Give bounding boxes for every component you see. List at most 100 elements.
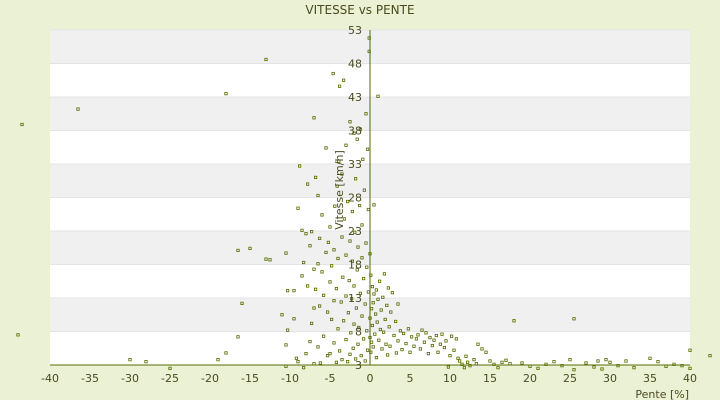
data-point <box>328 352 332 356</box>
data-point <box>355 268 359 272</box>
data-point <box>294 356 299 360</box>
data-point <box>312 116 316 120</box>
data-point <box>356 342 360 346</box>
y-tick-label: 23 <box>348 225 362 238</box>
data-point <box>418 347 423 351</box>
data-point <box>317 236 322 240</box>
data-point <box>380 347 384 351</box>
data-point <box>224 351 228 355</box>
data-point <box>372 292 376 296</box>
data-point <box>353 357 358 361</box>
data-point <box>236 335 240 339</box>
data-point <box>390 291 395 295</box>
data-point <box>374 356 379 360</box>
data-point <box>446 365 451 369</box>
data-point <box>348 120 352 124</box>
data-point <box>337 84 342 88</box>
data-point <box>168 366 172 370</box>
data-point <box>361 276 366 281</box>
data-point <box>301 260 306 265</box>
data-point <box>371 345 375 349</box>
data-point <box>536 366 540 370</box>
data-point <box>406 327 411 331</box>
data-point <box>360 256 364 260</box>
data-point <box>350 259 355 263</box>
data-point <box>342 217 347 221</box>
data-point <box>128 358 132 362</box>
data-point <box>144 360 148 364</box>
data-point <box>371 301 375 305</box>
data-point <box>400 347 404 352</box>
data-point <box>568 358 572 362</box>
data-point <box>624 359 628 363</box>
y-tick-label: 43 <box>348 91 362 104</box>
data-point <box>472 358 476 362</box>
y-tick-label: 18 <box>348 259 362 272</box>
data-point <box>584 361 588 365</box>
data-point <box>430 343 435 348</box>
data-point <box>248 246 252 251</box>
data-point <box>379 308 383 312</box>
data-point <box>316 193 320 198</box>
data-points <box>16 36 712 372</box>
data-point <box>337 349 342 353</box>
x-tick-label: 15 <box>483 372 497 385</box>
data-point <box>365 329 369 333</box>
data-point <box>596 359 600 363</box>
data-point <box>465 360 470 364</box>
x-tick-label: 0 <box>367 372 374 385</box>
data-point <box>356 245 360 249</box>
data-point <box>341 319 346 323</box>
data-point <box>396 302 400 306</box>
data-point <box>318 361 323 365</box>
data-point <box>321 334 326 338</box>
data-point <box>325 354 330 358</box>
data-point <box>332 248 336 252</box>
data-point <box>236 248 240 253</box>
data-point <box>365 147 370 151</box>
x-tick-label: 40 <box>683 372 697 385</box>
data-point <box>348 352 352 356</box>
data-point <box>438 342 443 346</box>
data-point <box>432 338 436 342</box>
data-point <box>370 285 375 289</box>
data-point <box>350 209 355 214</box>
data-point <box>393 319 398 324</box>
y-tick-label: 3 <box>355 359 362 372</box>
data-point <box>488 359 492 363</box>
data-point <box>476 342 480 346</box>
data-point <box>320 213 324 217</box>
x-tick-label: 25 <box>563 372 577 385</box>
data-point <box>372 203 376 207</box>
data-point <box>341 275 345 279</box>
data-point <box>308 339 312 344</box>
data-point <box>340 358 344 362</box>
data-point <box>316 262 320 266</box>
data-point <box>374 288 379 292</box>
data-point <box>362 188 367 192</box>
data-point <box>388 344 392 348</box>
data-point <box>224 92 228 96</box>
data-point <box>313 287 318 291</box>
data-point <box>305 284 310 288</box>
data-point <box>240 301 244 305</box>
data-point <box>436 350 440 354</box>
data-point <box>412 344 416 348</box>
data-point <box>500 360 504 364</box>
data-point <box>457 359 462 363</box>
data-point <box>331 71 335 76</box>
data-point <box>305 182 310 186</box>
data-point <box>328 225 332 229</box>
data-point <box>382 272 387 276</box>
data-point <box>76 107 80 111</box>
data-point <box>460 362 464 366</box>
axes <box>50 30 690 366</box>
data-point <box>340 172 344 176</box>
data-point <box>358 291 363 295</box>
x-tick-label: 20 <box>523 372 537 385</box>
data-point <box>373 332 377 336</box>
data-point <box>385 303 389 307</box>
data-point <box>357 325 361 330</box>
data-point <box>301 366 306 370</box>
data-point <box>387 325 391 329</box>
